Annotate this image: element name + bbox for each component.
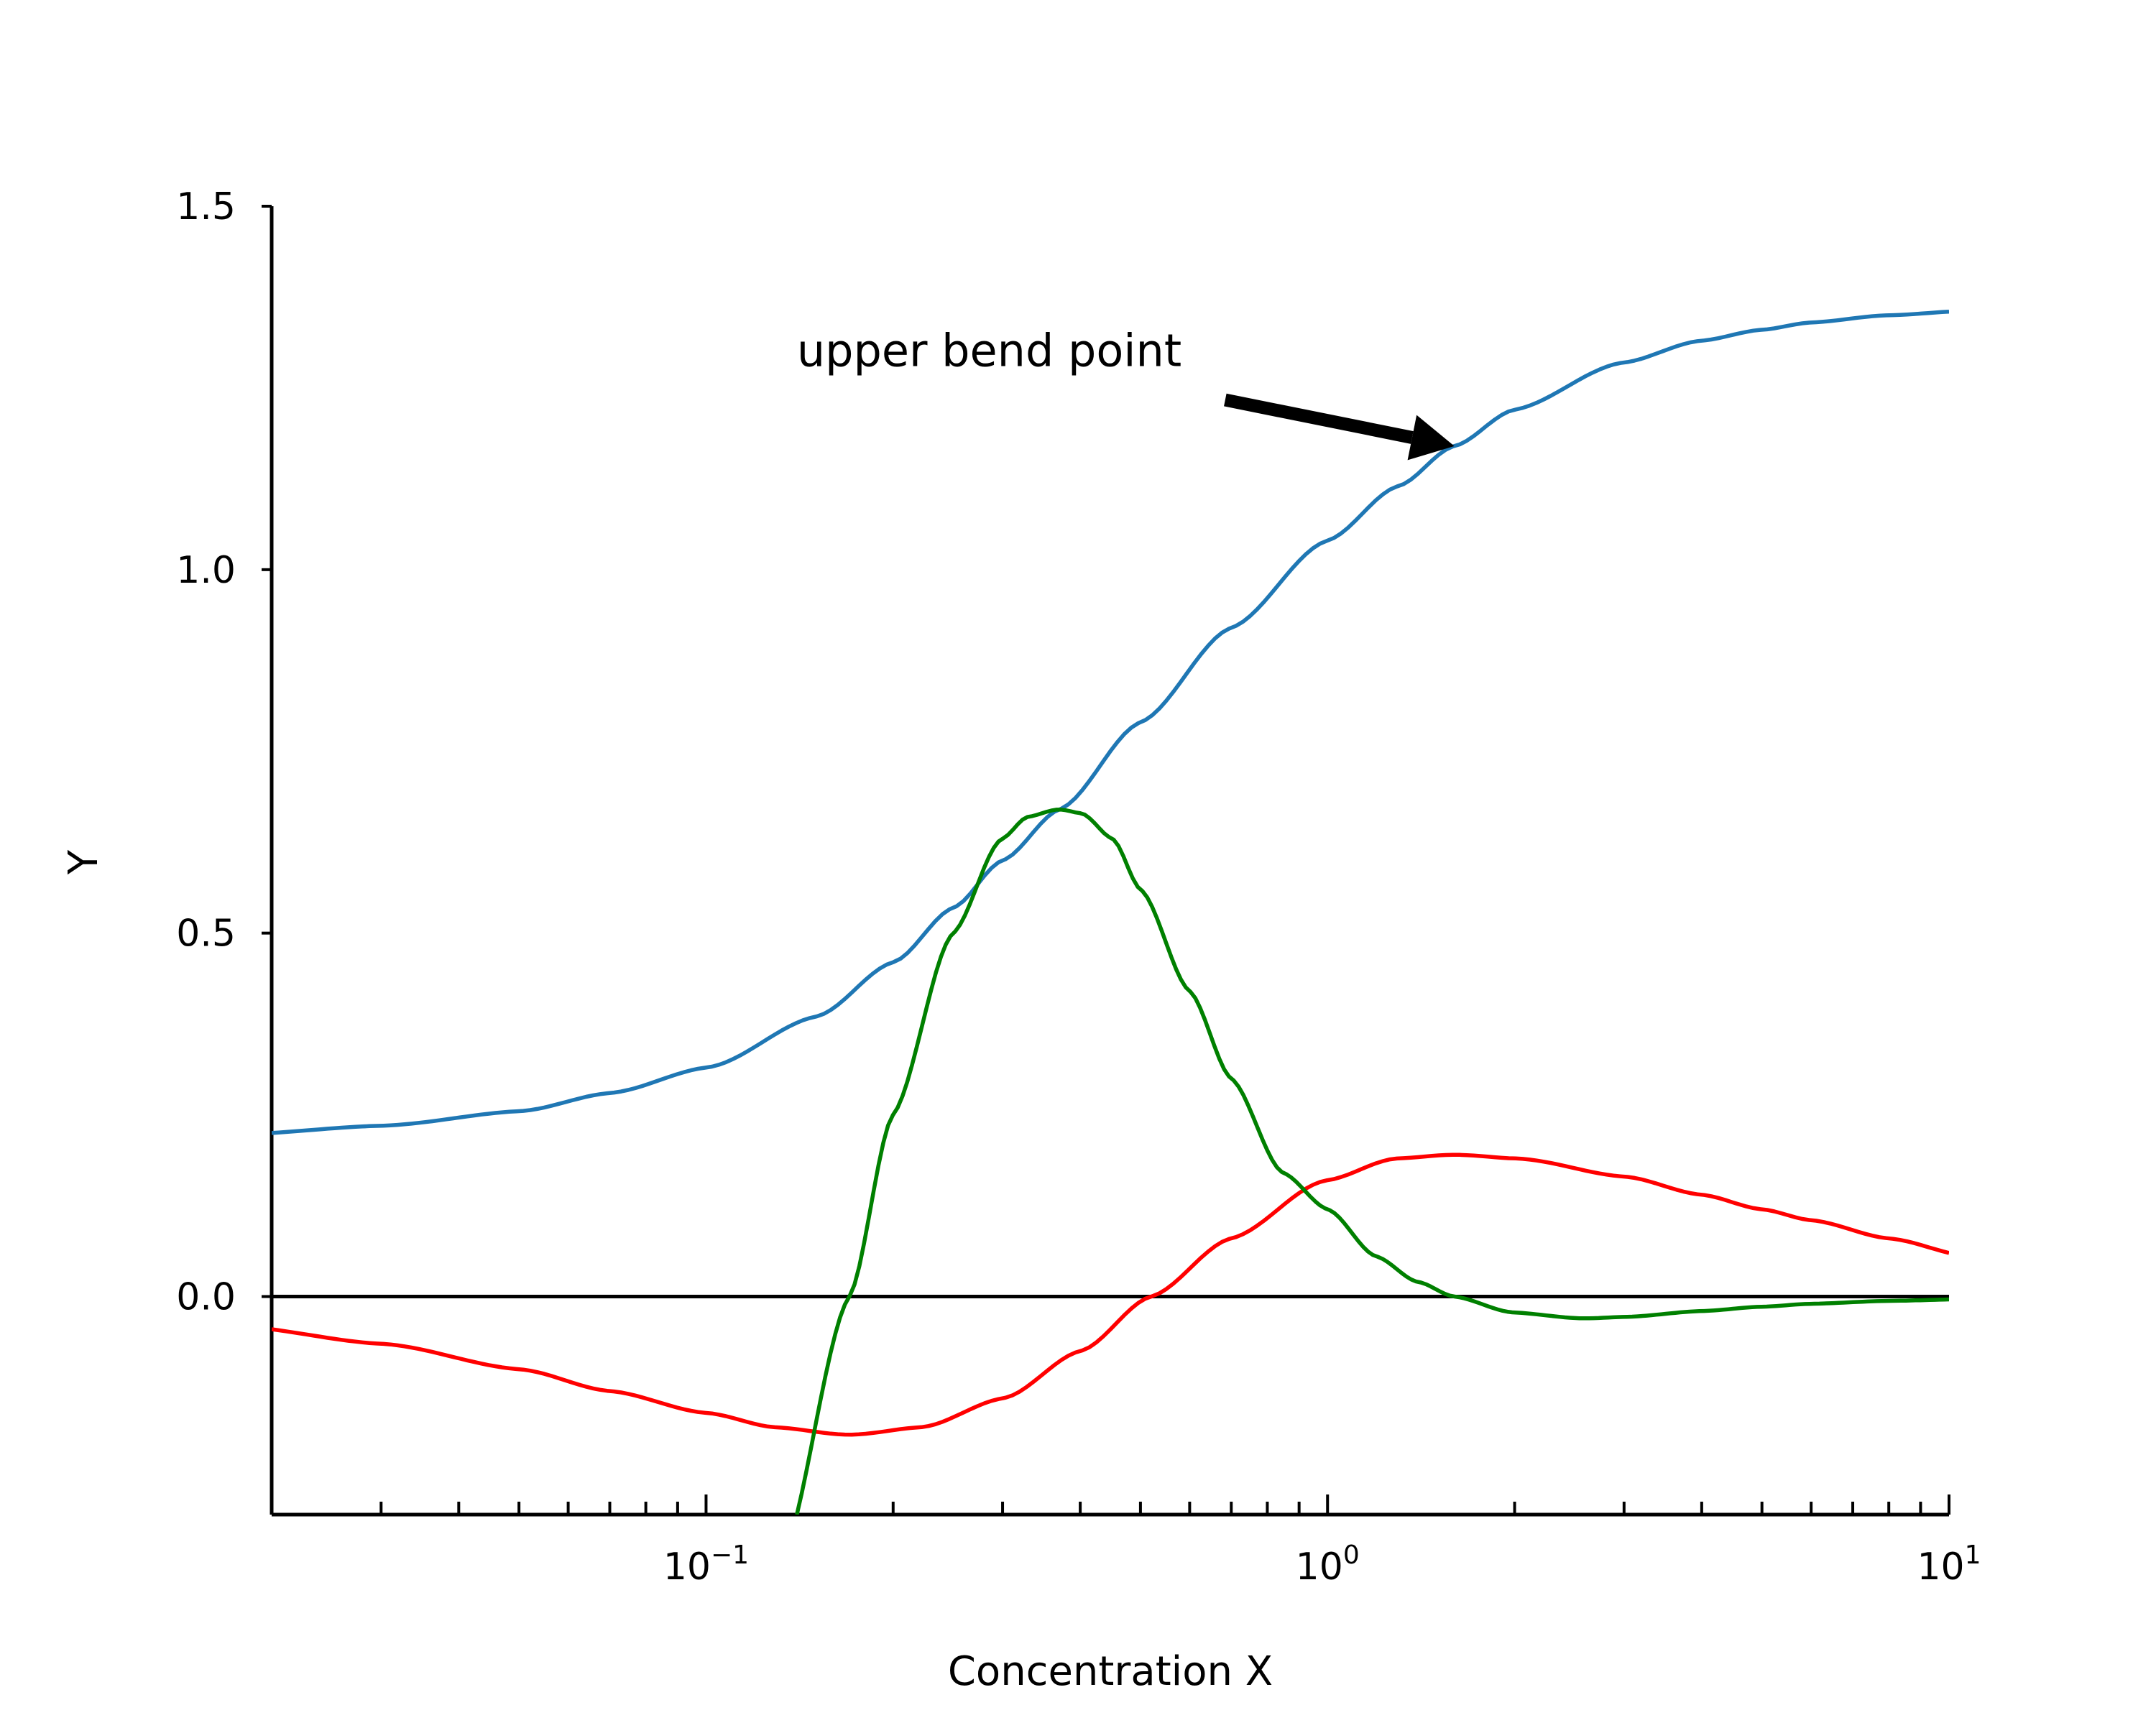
y-tick-label: 1.0 [176,549,236,592]
x-tick-label: 10−1 [663,1540,749,1589]
y-tick-label: 0.5 [176,912,236,956]
annotation-text: upper bend point [797,325,1181,377]
series-line-3 [795,808,1949,1515]
y-tick-label: 1.5 [176,185,236,228]
x-tick-label: 100 [1296,1540,1360,1589]
annotation-arrow-shaft [1224,393,1414,444]
axes: 0.0 0.5 1.0 1.5 10−1 100 101 [176,185,1981,1589]
annotation-arrow-head [1407,415,1455,461]
x-axis-label: Concentration X [948,1648,1273,1695]
series-line-1 [272,309,1949,1135]
y-axis-label: Y [60,849,107,875]
series-line-2 [272,1152,1949,1437]
y-tick-label: 0.0 [176,1276,236,1319]
series-layer [272,309,1949,1515]
x-tick-label: 101 [1917,1540,1981,1589]
annotations: upper bend point [797,325,1455,461]
